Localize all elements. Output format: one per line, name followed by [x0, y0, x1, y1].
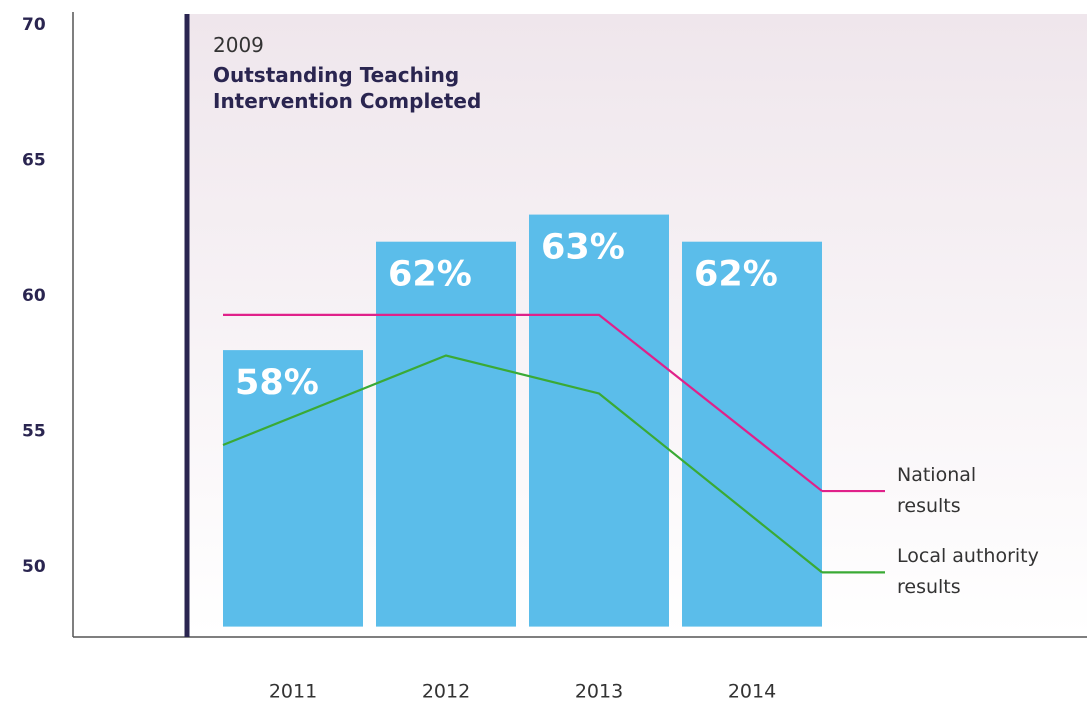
line — [222, 354, 823, 574]
legend-entry: Local authority results — [897, 545, 1039, 599]
annotation-text: Outstanding Teaching Intervention Comple… — [213, 63, 482, 113]
bar — [529, 214, 669, 627]
data-label: 63% — [541, 228, 625, 268]
data-label: 62% — [388, 255, 472, 295]
y-tick-label: 60 — [22, 286, 46, 306]
data-label: 58% — [235, 363, 319, 403]
legend-entry: National results — [897, 464, 977, 518]
bar — [682, 241, 822, 627]
annotation-year: 2009 — [213, 33, 264, 57]
x-tick-label: 2011 — [269, 681, 317, 703]
y-tick-label: 50 — [22, 557, 46, 577]
y-tick-label: 55 — [22, 421, 46, 441]
x-tick-label: 2014 — [728, 681, 776, 703]
bar — [223, 350, 363, 627]
x-tick-label: 2013 — [575, 681, 623, 703]
data-label: 62% — [694, 255, 778, 295]
bar — [376, 241, 516, 627]
y-tick-label: 70 — [22, 15, 46, 35]
line — [223, 313, 823, 492]
y-tick-label: 65 — [22, 150, 46, 170]
x-tick-label: 2012 — [422, 681, 470, 703]
